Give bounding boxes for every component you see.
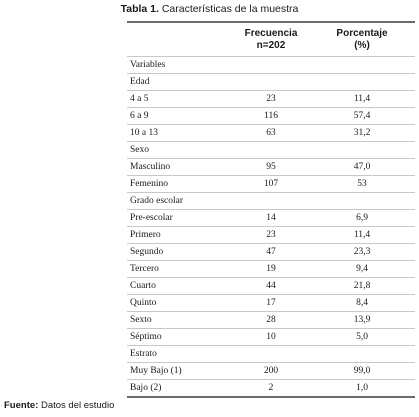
source-text: Datos del estudio — [40, 400, 115, 411]
table-body: Variables Edad 4 a 5 23 11,4 6 a 9 116 57,4 10 a… — [127, 56, 415, 398]
row-frequency — [233, 192, 309, 210]
row-percentage: 23,3 — [309, 243, 415, 261]
row-frequency: 23 — [233, 226, 309, 244]
row-frequency: 23 — [233, 90, 309, 108]
row-label: Variables — [127, 56, 233, 74]
header-percentage-title: Porcentaje — [336, 27, 388, 39]
table-row: Edad — [127, 73, 415, 91]
row-percentage — [309, 141, 415, 159]
row-percentage: 1,0 — [309, 379, 415, 398]
row-frequency: 107 — [233, 175, 309, 193]
row-frequency: 200 — [233, 362, 309, 380]
header-frequency-n: n=202 — [256, 39, 286, 51]
table-source: Fuente: Datos del estudio — [4, 400, 114, 412]
row-label: Segundo — [127, 243, 233, 261]
row-percentage — [309, 345, 415, 363]
header-variable — [127, 21, 233, 57]
row-percentage: 13,9 — [309, 311, 415, 329]
row-percentage: 11,4 — [309, 226, 415, 244]
row-label: Grado escolar — [127, 192, 233, 210]
table-row: Sexo — [127, 141, 415, 159]
table-row: Primero 23 11,4 — [127, 226, 415, 244]
table-row: Sexto 28 13,9 — [127, 311, 415, 329]
row-label: Sexo — [127, 141, 233, 159]
row-frequency: 19 — [233, 260, 309, 278]
row-label: Muy Bajo (1) — [127, 362, 233, 380]
table-row: 10 a 13 63 31,2 — [127, 124, 415, 142]
row-frequency: 10 — [233, 328, 309, 346]
table-caption-label: Tabla 1. — [120, 3, 159, 15]
row-label: 6 a 9 — [127, 107, 233, 125]
table-row: Bajo (2) 2 1,0 — [127, 379, 415, 398]
table-row: 4 a 5 23 11,4 — [127, 90, 415, 108]
row-frequency — [233, 73, 309, 91]
row-percentage — [309, 56, 415, 74]
row-percentage — [309, 192, 415, 210]
source-label: Fuente: — [4, 400, 39, 411]
row-frequency — [233, 56, 309, 74]
row-frequency: 47 — [233, 243, 309, 261]
table-row: Grado escolar — [127, 192, 415, 210]
row-percentage: 57,4 — [309, 107, 415, 125]
row-label: Bajo (2) — [127, 379, 233, 398]
row-percentage: 21,8 — [309, 277, 415, 295]
row-frequency — [233, 141, 309, 159]
row-percentage: 11,4 — [309, 90, 415, 108]
row-percentage: 8,4 — [309, 294, 415, 312]
row-percentage: 47,0 — [309, 158, 415, 176]
row-frequency: 116 — [233, 107, 309, 125]
row-label: Quinto — [127, 294, 233, 312]
row-percentage: 9,4 — [309, 260, 415, 278]
header-frequency: Frecuencia n=202 — [233, 21, 309, 57]
row-label: Masculino — [127, 158, 233, 176]
row-label: Séptimo — [127, 328, 233, 346]
row-frequency: 28 — [233, 311, 309, 329]
row-label: Edad — [127, 73, 233, 91]
row-percentage: 53 — [309, 175, 415, 193]
row-percentage: 5,0 — [309, 328, 415, 346]
table-caption: Tabla 1. Características de la muestra — [0, 3, 419, 16]
row-frequency: 14 — [233, 209, 309, 227]
table-row: Muy Bajo (1) 200 99,0 — [127, 362, 415, 380]
row-label: Primero — [127, 226, 233, 244]
table-caption-text: Características de la muestra — [161, 3, 299, 15]
table-row: Tercero 19 9,4 — [127, 260, 415, 278]
row-frequency: 63 — [233, 124, 309, 142]
row-label: 10 a 13 — [127, 124, 233, 142]
table-header-row: Frecuencia n=202 Porcentaje (%) — [127, 21, 415, 57]
row-label: Pre-escolar — [127, 209, 233, 227]
row-frequency: 44 — [233, 277, 309, 295]
header-percentage-unit: (%) — [354, 39, 370, 51]
table-row: Variables — [127, 56, 415, 74]
table-row: Cuarto 44 21,8 — [127, 277, 415, 295]
row-label: Sexto — [127, 311, 233, 329]
row-label: Estrato — [127, 345, 233, 363]
table-row: Masculino 95 47,0 — [127, 158, 415, 176]
table-row: 6 a 9 116 57,4 — [127, 107, 415, 125]
table-row: Quinto 17 8,4 — [127, 294, 415, 312]
row-label: Femenino — [127, 175, 233, 193]
row-frequency — [233, 345, 309, 363]
row-percentage: 6,9 — [309, 209, 415, 227]
row-label: Cuarto — [127, 277, 233, 295]
table-row: Femenino 107 53 — [127, 175, 415, 193]
row-percentage: 31,2 — [309, 124, 415, 142]
table-row: Segundo 47 23,3 — [127, 243, 415, 261]
row-label: Tercero — [127, 260, 233, 278]
row-frequency: 95 — [233, 158, 309, 176]
characteristics-table: Frecuencia n=202 Porcentaje (%) Variable… — [127, 21, 415, 398]
row-percentage — [309, 73, 415, 91]
table-row: Séptimo 10 5,0 — [127, 328, 415, 346]
table-row: Pre-escolar 14 6,9 — [127, 209, 415, 227]
header-percentage: Porcentaje (%) — [309, 21, 415, 57]
row-frequency: 17 — [233, 294, 309, 312]
row-frequency: 2 — [233, 379, 309, 398]
table-row: Estrato — [127, 345, 415, 363]
row-percentage: 99,0 — [309, 362, 415, 380]
header-frequency-title: Frecuencia — [244, 27, 298, 39]
row-label: 4 a 5 — [127, 90, 233, 108]
